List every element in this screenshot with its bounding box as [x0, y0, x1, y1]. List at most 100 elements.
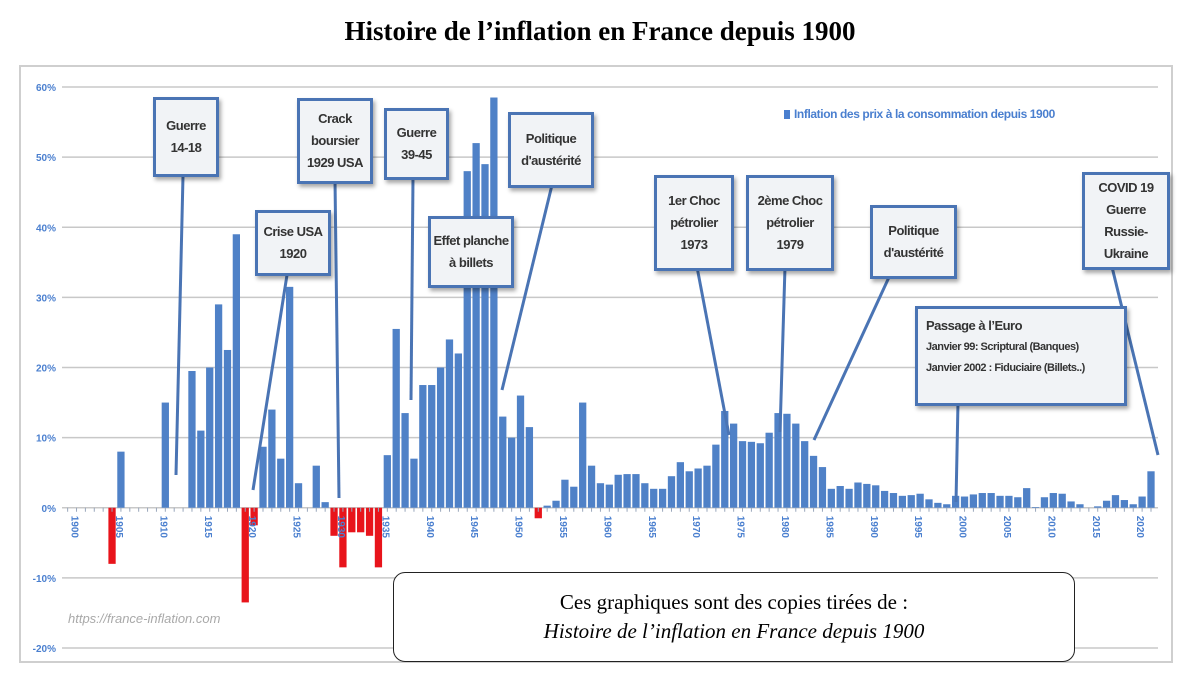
annotation-text: 1929 USA [307, 155, 363, 171]
bar-1970 [685, 471, 693, 508]
bar-1963 [623, 474, 631, 508]
annotation-text: Passage à l’Euro [926, 318, 1023, 333]
bar-1998 [934, 502, 942, 508]
bar-1956 [561, 479, 569, 508]
bar-1988 [845, 488, 853, 508]
leader-line [409, 177, 415, 401]
x-tick-label: 1900 [69, 516, 80, 539]
bar-1958 [579, 402, 587, 508]
x-tick-label: 1955 [557, 516, 568, 539]
bar-1980 [774, 413, 782, 508]
chart-title: Histoire de l’inflation en France depuis… [344, 16, 856, 46]
x-tick-label: 1980 [779, 516, 790, 539]
x-tick-label: 1920 [246, 516, 257, 539]
x-tick-label: 2015 [1090, 516, 1101, 539]
x-tick-label: 1995 [912, 516, 923, 539]
annotation-crise-usa-1920: Crise USA 1920 [255, 210, 331, 276]
bar-1948 [490, 97, 498, 508]
bar-2017 [1102, 500, 1111, 508]
bar-2010 [1040, 497, 1049, 508]
bar-1930 [330, 507, 338, 536]
x-tick-label: 1940 [424, 516, 435, 539]
leader-line [1110, 266, 1160, 456]
annotation-text: 1979 [776, 237, 804, 253]
bar-2021 [1138, 496, 1146, 508]
bar-1946 [472, 143, 480, 508]
bar-1929 [321, 502, 329, 508]
x-tick-label: 2010 [1045, 516, 1056, 539]
bar-1991 [872, 485, 880, 508]
bar-2016 [1094, 506, 1102, 508]
bar-1985 [818, 467, 827, 508]
bar-1969 [676, 462, 684, 508]
x-tick-label: 1965 [646, 516, 657, 539]
x-tick-label: 1970 [690, 516, 701, 539]
bar-1923 [268, 409, 276, 508]
annotation-guerre-14-18: Guerre 14-18 [153, 97, 219, 177]
annotation-text: 1973 [680, 237, 708, 253]
x-tick-label: 1930 [335, 516, 346, 539]
source-note-line2: Histoire de l’inflation en France depuis… [543, 619, 925, 643]
source-note-line1: Ces graphiques sont des copies tirées de… [559, 589, 909, 614]
annotation-text: Ukraine [1103, 246, 1149, 262]
x-tick-label: 1915 [202, 516, 213, 539]
bar-1987 [836, 486, 844, 508]
bar-1960 [596, 483, 605, 508]
bar-1978 [756, 443, 764, 508]
bar-1915 [197, 430, 205, 508]
bar-1981 [783, 413, 791, 508]
annotation-choc-1973: 1er Choc pétrolier 1973 [654, 175, 734, 271]
y-tick-label: 50% [36, 153, 56, 164]
annotation-planche-a-billets: Effet planche à billets [428, 216, 514, 288]
bar-1995 [907, 495, 915, 508]
leader-line [954, 401, 960, 503]
bar-2005 [996, 495, 1004, 508]
annotation-text: Crack [318, 110, 352, 126]
bar-1964 [632, 474, 640, 508]
bar-1911 [161, 402, 169, 508]
annotation-covid-ukraine: COVID 19 Guerre Russie- Ukraine [1082, 172, 1170, 270]
bar-2014 [1076, 504, 1084, 508]
bar-1926 [294, 483, 303, 508]
bar-2018 [1111, 495, 1120, 508]
annotation-text: Guerre Russie- [1104, 201, 1148, 239]
x-tick-label: 1950 [513, 516, 524, 539]
legend-swatch [784, 109, 790, 119]
bar-1940 [419, 385, 427, 508]
annotation-text: Politique [525, 130, 577, 146]
bar-1935 [374, 507, 383, 568]
bar-1983 [801, 441, 809, 508]
annotation-text: d'austérité [883, 245, 944, 260]
annotation-guerre-39-45: Guerre 39-45 [384, 108, 449, 180]
x-tick-label: 1990 [868, 516, 879, 539]
bar-1925 [286, 286, 294, 508]
x-tick-label: 1985 [823, 516, 834, 539]
annotation-text: d'austérité [521, 153, 581, 168]
bar-1941 [428, 385, 436, 508]
bar-1953 [534, 507, 542, 519]
bar-2011 [1049, 493, 1057, 508]
x-tick-label: 2000 [957, 516, 968, 539]
bar-1992 [880, 490, 889, 508]
leader-line [500, 184, 554, 391]
bar-1921 [250, 507, 258, 526]
source-note: Ces graphiques sont des copies tirées de… [393, 572, 1075, 662]
bar-1954 [543, 505, 551, 508]
annotation-text: Politique [888, 222, 939, 238]
bar-1924 [277, 458, 285, 508]
bar-1955 [552, 500, 560, 508]
leader-line [251, 274, 289, 491]
bar-1967 [658, 488, 667, 508]
bar-2019 [1120, 500, 1128, 508]
bar-1999 [943, 504, 951, 508]
y-tick-label: -10% [33, 574, 56, 585]
x-tick-label: 1975 [735, 516, 746, 539]
bar-1975 [730, 423, 738, 508]
bar-1919 [232, 234, 240, 508]
x-tick-label: 1935 [379, 516, 390, 539]
bar-1932 [348, 507, 356, 533]
bar-1982 [792, 423, 800, 508]
bar-2012 [1058, 493, 1066, 508]
x-tick-label: 1925 [291, 516, 302, 539]
annotation-text: Effet planche [433, 232, 509, 248]
